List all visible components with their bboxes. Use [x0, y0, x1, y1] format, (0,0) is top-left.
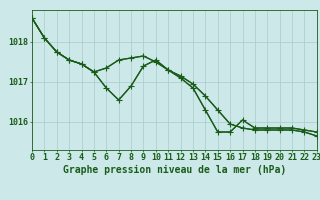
X-axis label: Graphe pression niveau de la mer (hPa): Graphe pression niveau de la mer (hPa)	[63, 165, 286, 175]
